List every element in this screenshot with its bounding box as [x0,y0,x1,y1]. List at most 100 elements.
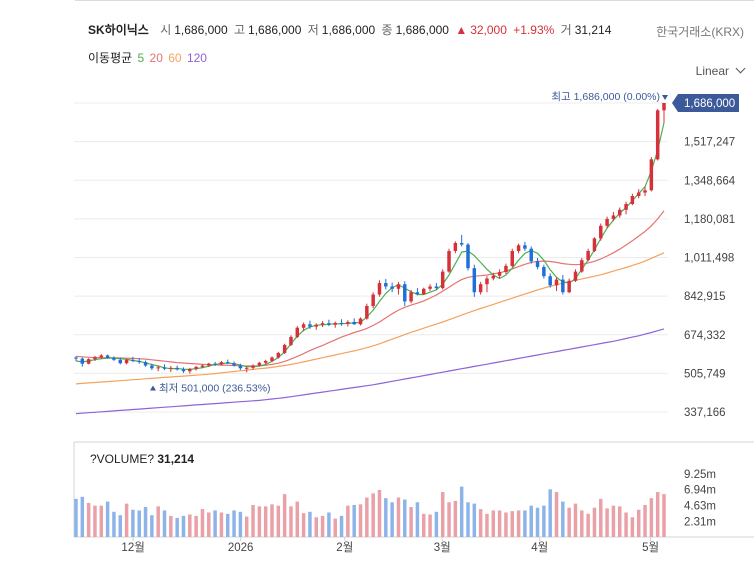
candle-body [561,279,565,293]
volume-bar [289,506,293,537]
change-percent: +1.93% [513,23,555,37]
candle-body [447,250,451,272]
candle-body [440,271,445,289]
low-value: 1,686,000 [321,23,376,37]
volume-bar [542,505,546,537]
volume-bar [662,494,666,537]
candle-body [143,362,148,366]
volume-bar [86,502,91,537]
volume-bar [320,515,325,537]
candle-body [510,250,514,266]
y-tick-label: 1,348,664 [684,175,736,187]
volume-bar [295,501,300,537]
candle-body [605,218,609,226]
ma20-line [75,210,665,367]
close-value: 1,686,000 [395,23,449,37]
volume-bar [459,486,464,537]
volume-bar [232,510,236,537]
volume-bar [263,506,268,537]
x-tick-label: 3월 [434,541,451,554]
exchange-name: 한국거래소(KRX) [656,25,744,39]
candle-body [542,267,546,277]
volume-bar [491,510,496,537]
high-value: 1,686,000 [248,23,302,37]
volume-bar [251,504,255,537]
volume-bar [523,510,527,537]
x-tick-label: 2월 [336,541,353,554]
candle-body [244,367,249,369]
volume-title-value: 31,214 [157,452,195,466]
volume-tick-label: 6.94m [684,485,716,497]
volume-bar [535,507,540,537]
volume-bar [333,518,337,537]
volume-bar [137,510,141,537]
volume-bar [624,512,628,537]
volume-bar [497,510,502,537]
volume-bar [276,505,281,537]
candle-body [131,359,135,361]
candle-body [573,271,578,281]
candle-body [358,318,363,325]
candle-body [516,245,521,251]
candle-body [428,286,432,289]
moving-average-legend: 이동평균 5 20 60 120 [88,49,209,66]
volume-bar [365,497,369,537]
candle-body [352,322,356,325]
volume-bar [573,503,578,537]
candle-body [618,209,622,216]
candle-body [529,248,533,262]
change-value: 32,000 [470,23,507,37]
candle-body [308,324,312,327]
scale-dropdown[interactable]: Linear [696,63,746,78]
candle-body [257,362,262,366]
candle-body [485,278,489,285]
candle-body [662,103,666,111]
volume-bar [472,503,477,537]
volume-bar [567,507,571,537]
volume-bar [156,506,160,537]
volume-bar [649,498,654,537]
candle-body [295,327,300,337]
candle-body [80,358,85,364]
candle-body [301,324,306,328]
ma-legend-60: 60 [168,51,182,65]
volume-bar [80,496,85,537]
volume-bar [466,502,470,537]
candle-body [580,260,584,272]
volume-bar [422,513,426,537]
gridlines [73,102,754,538]
candle-body [459,242,464,245]
candle-body [289,336,293,345]
volume-bar [175,517,179,537]
candle-body [74,357,78,359]
volume-bar [485,513,489,537]
volume-bar [504,512,508,537]
volume-bar [124,503,129,537]
candle-body [150,365,154,369]
volume-bar [554,492,559,537]
candle-body [592,238,597,251]
volume-bar [244,516,249,537]
volume-bar [74,498,78,537]
candle-body [188,368,192,372]
high-marker-icon [662,95,668,100]
y-tick-label: 1,180,081 [684,214,735,226]
volume-label: 거 [560,23,572,37]
volume-bar [118,515,122,537]
volume-bar [143,507,148,537]
volume-series [74,486,666,537]
candle-body [649,159,654,191]
y-tick-label: 1,011,498 [684,253,734,265]
volume-bar [93,505,97,537]
candle-body [156,367,160,369]
volume-bar [105,501,110,537]
candle-body [346,322,350,324]
volume-bar [447,502,451,537]
candle-body [232,363,236,366]
candle-body [396,284,401,289]
candle-body [137,360,141,363]
volume-bar [580,510,584,537]
candle-body [504,265,508,273]
candle-body [624,204,628,210]
